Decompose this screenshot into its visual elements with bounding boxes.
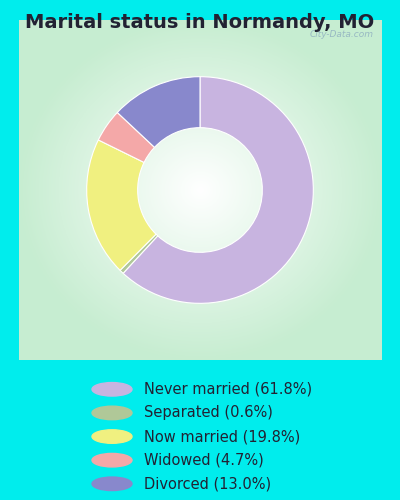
Text: Divorced (13.0%): Divorced (13.0%) <box>144 476 271 492</box>
Wedge shape <box>120 234 158 274</box>
Wedge shape <box>87 140 156 270</box>
Text: Marital status in Normandy, MO: Marital status in Normandy, MO <box>25 12 375 32</box>
Circle shape <box>92 382 132 396</box>
Text: City-Data.com: City-Data.com <box>310 30 374 39</box>
Circle shape <box>92 430 132 444</box>
Wedge shape <box>117 76 200 148</box>
Text: Widowed (4.7%): Widowed (4.7%) <box>144 452 264 468</box>
Wedge shape <box>98 112 154 162</box>
Text: Separated (0.6%): Separated (0.6%) <box>144 406 273 420</box>
Text: Now married (19.8%): Now married (19.8%) <box>144 429 300 444</box>
Circle shape <box>92 406 132 419</box>
Circle shape <box>92 477 132 490</box>
Circle shape <box>92 454 132 467</box>
Text: Never married (61.8%): Never married (61.8%) <box>144 382 312 397</box>
Wedge shape <box>123 76 313 304</box>
